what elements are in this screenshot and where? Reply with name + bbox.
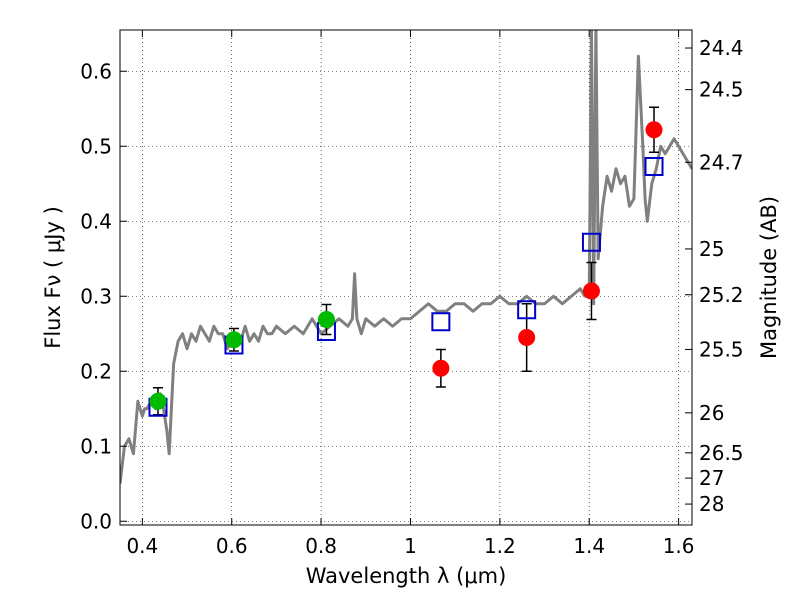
x-tick-label: 1.4 [573, 534, 605, 558]
y-tick-label: 0.6 [80, 59, 112, 83]
x-axis-label: Wavelength λ (μm) [306, 564, 507, 588]
y-axis-ticks: 0.0 0.1 0.2 0.3 0.4 0.5 0.6 [80, 59, 127, 533]
plot-frame [119, 29, 693, 526]
detection-point [518, 329, 536, 346]
right-tick-label: 26.5 [699, 441, 744, 465]
x-tick-label: 1 [404, 534, 417, 558]
spectrum-line-layer [120, 30, 692, 484]
model-square-marker [581, 232, 601, 252]
x-tick-label: 1.2 [484, 534, 516, 558]
detection-point [149, 392, 167, 410]
x-axis-ticks: 0.4 0.6 0.8 1 1.2 1.4 1.6 [126, 30, 695, 558]
detection-point [582, 282, 600, 300]
x-tick-label: 0.4 [126, 534, 158, 558]
detection-point [317, 311, 335, 328]
x-tick-label: 0.8 [305, 534, 337, 558]
right-tick-label: 24.7 [699, 150, 744, 174]
y-axis-label: Flux Fν ( μJy ) [41, 206, 65, 349]
model-square-marker [644, 157, 664, 176]
grid-lines [120, 30, 692, 525]
detection-point [225, 331, 243, 349]
right-tick-label: 25.2 [699, 283, 744, 307]
right-tick-label: 27 [699, 466, 724, 490]
detection-point [645, 121, 663, 139]
error-bar-layer [152, 106, 660, 416]
right-tick-label: 26 [699, 401, 724, 425]
data-point-layer [148, 121, 664, 417]
x-tick-label: 0.6 [216, 534, 248, 558]
model-square-marker [431, 312, 451, 332]
right-tick-label: 24.5 [699, 78, 744, 102]
right-tick-label: 25.5 [699, 337, 744, 361]
y-tick-label: 0.3 [80, 284, 112, 308]
y-tick-label: 0.1 [80, 434, 112, 458]
y-tick-label: 0.2 [80, 359, 112, 383]
right-tick-label: 25 [699, 237, 724, 261]
right-tick-label: 28 [699, 492, 724, 516]
right-tick-label: 24.4 [699, 36, 744, 60]
right-axis-label: Magnitude (AB) [757, 196, 781, 359]
model-square-marker [517, 300, 537, 320]
spectrum-line [120, 30, 692, 484]
y-tick-label: 0.4 [80, 209, 112, 233]
y-tick-label: 0.5 [80, 134, 112, 158]
y-tick-label: 0.0 [80, 509, 112, 533]
detection-point [432, 359, 450, 377]
x-tick-label: 1.6 [663, 534, 695, 558]
